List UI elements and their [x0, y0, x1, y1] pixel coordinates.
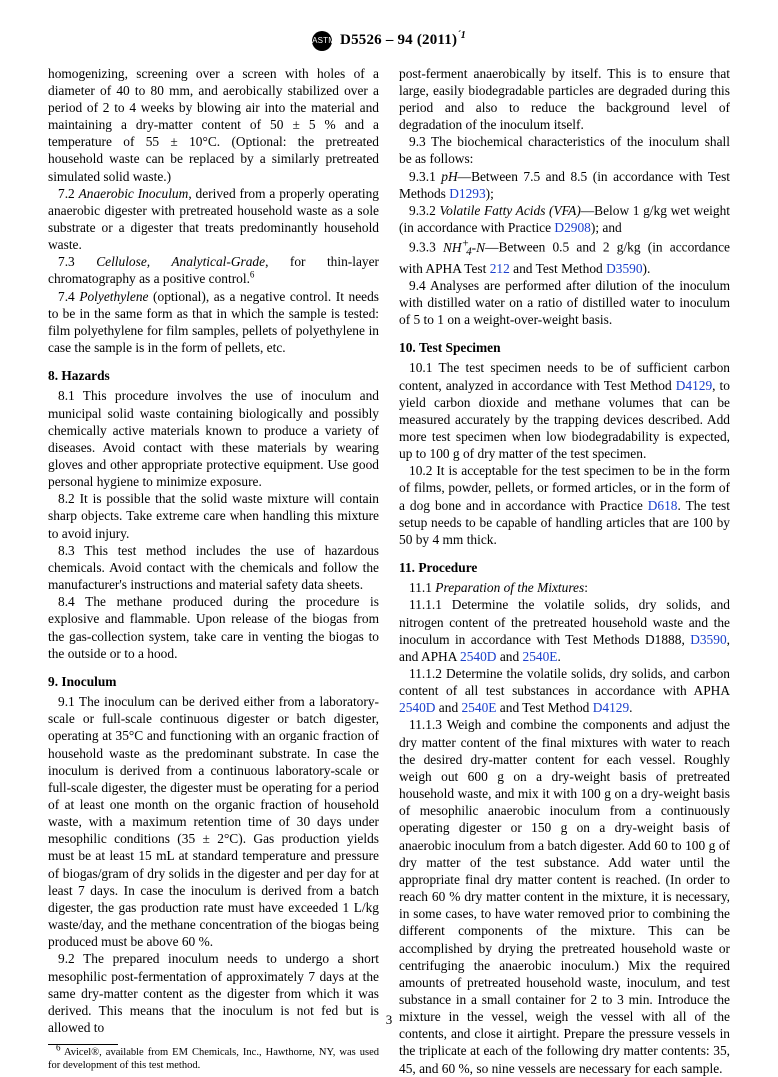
para-7-1-cont: homogenizing, screening over a screen wi… — [48, 65, 379, 185]
para-num: 11.1 — [409, 580, 435, 595]
term: Anaerobic Inoculum — [79, 186, 189, 201]
para-text: and — [435, 700, 461, 715]
para-text: ); and — [591, 220, 622, 235]
section-11-title: 11. Procedure — [399, 559, 730, 576]
two-column-body: homogenizing, screening over a screen wi… — [48, 65, 730, 1077]
ref-link[interactable]: 212 — [490, 261, 510, 276]
para-10-2: 10.2 It is acceptable for the test speci… — [399, 462, 730, 548]
para-num: 9.3.3 — [409, 240, 443, 255]
ref-link[interactable]: 2540E — [523, 649, 558, 664]
para-num: 9.3.2 — [409, 203, 439, 218]
para-text: ). — [643, 261, 651, 276]
para-8-4: 8.4 The methane produced during the proc… — [48, 593, 379, 662]
term: NH+4-N — [443, 240, 485, 255]
ref-link[interactable]: D4129 — [593, 700, 629, 715]
designation: D5526 – 94 (2011) — [340, 32, 457, 48]
para-text: . — [557, 649, 560, 664]
footnote-text: Avicel®, available from EM Chemicals, In… — [48, 1047, 379, 1071]
para-9-3-2: 9.3.2 Volatile Fatty Acids (VFA)—Below 1… — [399, 202, 730, 236]
para-8-1: 8.1 This procedure involves the use of i… — [48, 387, 379, 490]
para-9-3-1: 9.3.1 pH—Between 7.5 and 8.5 (in accorda… — [399, 168, 730, 202]
ref-link[interactable]: D2908 — [554, 220, 590, 235]
para-text: and Test Method — [496, 700, 592, 715]
ref-link[interactable]: D4129 — [676, 378, 712, 393]
para-text: ); — [486, 186, 494, 201]
para-num: 7.3 — [58, 254, 96, 269]
para-text: and Test Method — [510, 261, 606, 276]
para-9-1: 9.1 The inoculum can be derived either f… — [48, 693, 379, 950]
ref-link[interactable]: D3590 — [690, 632, 726, 647]
footnote-block: 6 Avicel®, available from EM Chemicals, … — [48, 1044, 379, 1072]
page-number: 3 — [0, 1012, 778, 1029]
para-num: 7.2 — [58, 186, 79, 201]
para-text: . — [629, 700, 632, 715]
para-11-1: 11.1 Preparation of the Mixtures: — [399, 579, 730, 596]
term: Volatile Fatty Acids (VFA) — [439, 203, 580, 218]
para-10-1: 10.1 The test specimen needs to be of su… — [399, 359, 730, 462]
para-text: 11.1.1 Determine the volatile solids, dr… — [399, 597, 730, 646]
para-num: 7.4 — [58, 289, 79, 304]
term: Polyethylene — [79, 289, 148, 304]
ref-link[interactable]: 2540E — [461, 700, 496, 715]
footnote-ref-6: 6 — [250, 270, 255, 280]
para-7-2: 7.2 Anaerobic Inoculum, derived from a p… — [48, 185, 379, 254]
astm-logo: ASTM — [312, 31, 332, 51]
para-9-2-cont: post-ferment anaerobically by itself. Th… — [399, 65, 730, 134]
term: Preparation of the Mixtures — [435, 580, 584, 595]
para-7-4: 7.4 Polyethylene (optional), as a negati… — [48, 288, 379, 357]
ref-link[interactable]: D3590 — [606, 261, 642, 276]
term: Cellulose, Analytical-Grade — [96, 254, 265, 269]
document-page: ASTM D5526 – 94 (2011)´1 homogenizing, s… — [0, 0, 778, 1041]
para-text: : — [584, 580, 588, 595]
para-11-1-2: 11.1.2 Determine the volatile solids, dr… — [399, 665, 730, 716]
ref-link[interactable]: 2540D — [399, 700, 435, 715]
section-8-title: 8. Hazards — [48, 367, 379, 384]
para-text: and — [496, 649, 522, 664]
designation-sup: ´1 — [457, 30, 466, 41]
term: pH — [441, 169, 457, 184]
para-9-3-3: 9.3.3 NH+4-N—Between 0.5 and 2 g/kg (in … — [399, 236, 730, 277]
para-8-2: 8.2 It is possible that the solid waste … — [48, 490, 379, 541]
para-9-3: 9.3 The biochemical characteristics of t… — [399, 133, 730, 167]
para-7-3: 7.3 Cellulose, Analytical-Grade, for thi… — [48, 253, 379, 287]
para-9-4: 9.4 Analyses are performed after dilutio… — [399, 277, 730, 328]
para-11-1-1: 11.1.1 Determine the volatile solids, dr… — [399, 596, 730, 665]
ref-link[interactable]: D618 — [648, 498, 678, 513]
para-num: 9.3.1 — [409, 169, 441, 184]
para-text: 11.1.2 Determine the volatile solids, dr… — [399, 666, 730, 698]
section-9-title: 9. Inoculum — [48, 673, 379, 690]
ref-link[interactable]: D1293 — [449, 186, 485, 201]
document-header: ASTM D5526 – 94 (2011)´1 — [48, 30, 730, 51]
ref-link[interactable]: 2540D — [460, 649, 496, 664]
section-10-title: 10. Test Specimen — [399, 339, 730, 356]
para-8-3: 8.3 This test method includes the use of… — [48, 542, 379, 593]
footnote-6: 6 Avicel®, available from EM Chemicals, … — [48, 1047, 379, 1072]
